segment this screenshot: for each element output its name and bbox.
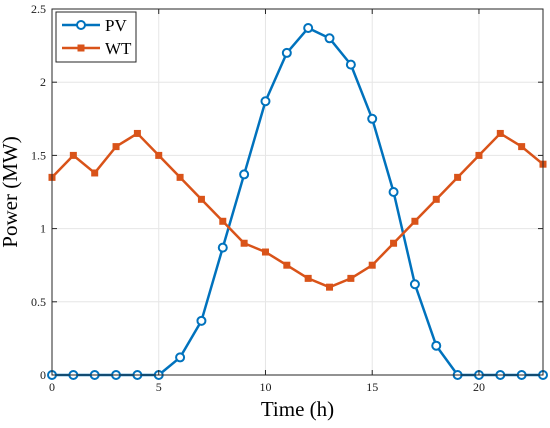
x-tick-label: 5 [156, 380, 162, 394]
data-point-wt [518, 143, 526, 151]
data-point-wt [91, 169, 99, 177]
data-point-wt [176, 173, 184, 181]
y-tick-label: 0 [40, 368, 46, 382]
data-point-pv [345, 59, 356, 70]
x-tick-label: 10 [259, 380, 271, 394]
data-point-pv [260, 96, 271, 107]
y-tick-label: 1.5 [31, 148, 46, 162]
data-point-wt [261, 248, 269, 256]
legend-label-pv: PV [105, 16, 127, 35]
data-point-wt [69, 151, 77, 159]
data-point-wt [283, 261, 291, 269]
legend: PV WT [55, 11, 137, 63]
legend-entry-wt: WT [62, 39, 132, 58]
data-point-pv [367, 113, 378, 124]
data-point-wt [155, 151, 163, 159]
y-tick-label: 2.5 [31, 2, 46, 16]
y-tick-label: 1 [40, 222, 46, 236]
y-tick-label: 2 [40, 75, 46, 89]
series-line-wt [51, 132, 544, 289]
data-point-wt [432, 195, 440, 203]
data-point-wt [304, 274, 312, 282]
legend-label-wt: WT [105, 39, 132, 58]
data-point-wt [411, 217, 419, 225]
data-point-wt [368, 261, 376, 269]
data-point-pv [217, 242, 228, 253]
data-point-wt [219, 217, 227, 225]
data-point-pv [303, 23, 314, 34]
data-point-pv [281, 47, 292, 58]
data-point-wt [390, 239, 398, 247]
data-point-pv [196, 315, 207, 326]
legend-box [55, 11, 137, 63]
series-wt [48, 129, 547, 291]
data-point-pv [409, 279, 420, 290]
x-tick-label: 20 [473, 380, 485, 394]
plot-area-frame [51, 8, 544, 376]
data-point-wt [326, 283, 334, 291]
legend-marker-circle-icon [76, 20, 86, 30]
x-tick-label: 0 [49, 380, 55, 394]
data-point-pv [324, 33, 335, 44]
y-tick-label: 0.5 [31, 295, 46, 309]
data-point-pv [175, 352, 186, 363]
data-point-pv [239, 169, 250, 180]
data-point-wt [496, 129, 504, 137]
data-point-wt [240, 239, 248, 247]
y-axis-title: Power (MW) [0, 136, 22, 247]
data-point-pv [388, 187, 399, 197]
data-point-wt [112, 143, 120, 151]
axis-ticks: 0 5 10 15 20 0 0.5 1 1.5 2 2.5 [31, 2, 543, 394]
legend-entry-pv: PV [62, 16, 127, 35]
data-point-wt [454, 173, 462, 181]
legend-marker-square-icon [77, 44, 85, 52]
data-point-wt [347, 274, 355, 282]
x-tick-label: 15 [366, 380, 378, 394]
x-axis-title: Time (h) [261, 397, 334, 421]
data-point-wt [133, 129, 141, 137]
data-point-wt [197, 195, 205, 203]
data-point-wt [475, 151, 483, 159]
data-point-pv [431, 340, 442, 351]
